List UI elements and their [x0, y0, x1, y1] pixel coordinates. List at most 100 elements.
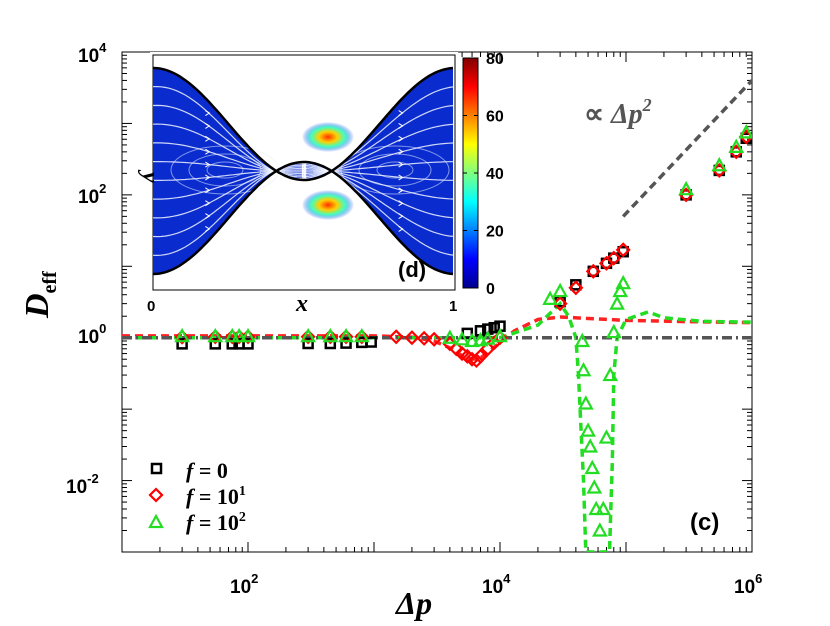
streamline-arrow [398, 200, 404, 207]
streamline-arrow [205, 213, 211, 220]
inset-flow-field: (d) 0 1 x y 0 20 40 60 80 [137, 51, 504, 317]
data-point-diamond [404, 330, 420, 346]
streamline-arrow [205, 187, 211, 194]
data-point-triangle [353, 327, 370, 343]
data-point-triangle [174, 327, 190, 343]
data-point-square [226, 338, 239, 350]
streamline-arrow [398, 213, 404, 220]
inset-x-tick-1: 1 [449, 298, 457, 315]
data-point-triangle [479, 330, 496, 345]
data-point-triangle [552, 282, 568, 298]
panel-label-d: (d) [398, 257, 426, 282]
data-point-triangle [738, 124, 752, 139]
dp-squared-annotation: ∝ Δp2 [584, 95, 652, 130]
legend-marker-triangle [148, 513, 164, 529]
legend: f = 0 f = 101 f = 102 [148, 458, 246, 535]
x-tick-label: 104 [482, 571, 511, 598]
data-point-triangle [595, 500, 612, 516]
curve-f-10-2-theory [122, 300, 752, 552]
colorbar-tick-label: 80 [486, 51, 504, 68]
data-point-diamond [174, 329, 190, 345]
inset-x-label: x [295, 291, 308, 317]
data-point-diamond [207, 329, 223, 345]
data-point-triangle [454, 331, 470, 346]
data-point-square [488, 321, 500, 334]
legend-marker-square [150, 462, 163, 475]
marker-layer [174, 124, 752, 537]
streamline-arrow [398, 187, 404, 194]
data-point-triangle [338, 327, 354, 343]
data-point-triangle [580, 422, 596, 437]
streamline-arrow [398, 110, 404, 116]
data-point-triangle [711, 156, 728, 172]
streamline-arrow [205, 226, 211, 232]
streamline-arrow [205, 148, 211, 155]
streamline-arrow [205, 122, 211, 129]
x-axis-label: Δp [394, 585, 432, 621]
legend-label-f10: f = 101 [186, 484, 246, 509]
data-point-triangle [300, 327, 316, 343]
data-point-diamond [388, 329, 404, 345]
data-point-diamond [354, 329, 370, 345]
recirculation-loop [376, 161, 414, 179]
data-point-triangle [442, 329, 458, 344]
data-point-triangle [615, 274, 632, 290]
data-point-triangle [586, 479, 603, 494]
data-point-square [242, 338, 254, 350]
data-point-diamond [300, 329, 316, 345]
streamline-arrow [398, 161, 404, 168]
recirculation-loop [340, 145, 450, 195]
data-point-triangle [492, 327, 508, 343]
recirculation-loop [358, 153, 432, 187]
y-tick-label: 104 [78, 40, 107, 67]
data-point-triangle [574, 332, 591, 348]
inset-hotspots [302, 122, 354, 220]
legend-label-f0: f = 0 [186, 458, 228, 483]
data-point-triangle [612, 282, 629, 298]
inset-channel-walls [153, 66, 454, 276]
data-point-triangle [542, 290, 558, 305]
x-tick-label: 106 [734, 571, 762, 598]
data-point-triangle [728, 138, 745, 153]
data-point-diamond [606, 250, 622, 266]
streamline-arrow [205, 161, 211, 168]
recirculation-loop [188, 153, 262, 187]
data-point-diamond [416, 330, 432, 346]
data-point-square [176, 338, 188, 350]
streamline-arrow [398, 226, 404, 232]
data-point-triangle [605, 323, 622, 339]
data-point-triangle [207, 327, 224, 343]
colorbar-tick-label: 20 [486, 224, 504, 241]
inset-x-tick-0: 0 [147, 298, 155, 315]
data-point-diamond [240, 329, 256, 345]
colorbar-tick-label: 40 [486, 166, 504, 183]
streamline-arrow [398, 135, 404, 142]
data-point-triangle [678, 180, 694, 196]
streamline-arrow [398, 122, 404, 129]
data-point-triangle [609, 295, 625, 310]
data-point-triangle [464, 332, 480, 348]
streamline-arrow [398, 148, 404, 155]
data-point-square [340, 337, 352, 349]
data-point-triangle [231, 327, 247, 343]
data-point-diamond [338, 329, 354, 345]
x-tick-label: 102 [230, 571, 258, 598]
inset-y-label: y [137, 169, 163, 183]
y-tick-label: 102 [78, 181, 106, 208]
data-point-diamond [468, 352, 484, 369]
colorbar-tick-label: 60 [486, 109, 504, 126]
inset-hotspot-top [302, 122, 354, 152]
data-point-diamond [615, 242, 631, 258]
inset-hotspot-bottom [302, 190, 354, 220]
data-point-diamond [426, 331, 442, 347]
data-point-square [209, 338, 222, 350]
y-axis-label-subscript: eff [39, 271, 61, 294]
y-axis-label: Deff [19, 271, 61, 319]
inset-streamlines [153, 85, 454, 257]
data-point-diamond [678, 187, 694, 203]
streamline-arrow [205, 135, 211, 142]
colorbar-ticks: 0 20 40 60 80 [463, 51, 504, 298]
data-point-square [324, 337, 337, 350]
data-point-square [302, 337, 314, 350]
